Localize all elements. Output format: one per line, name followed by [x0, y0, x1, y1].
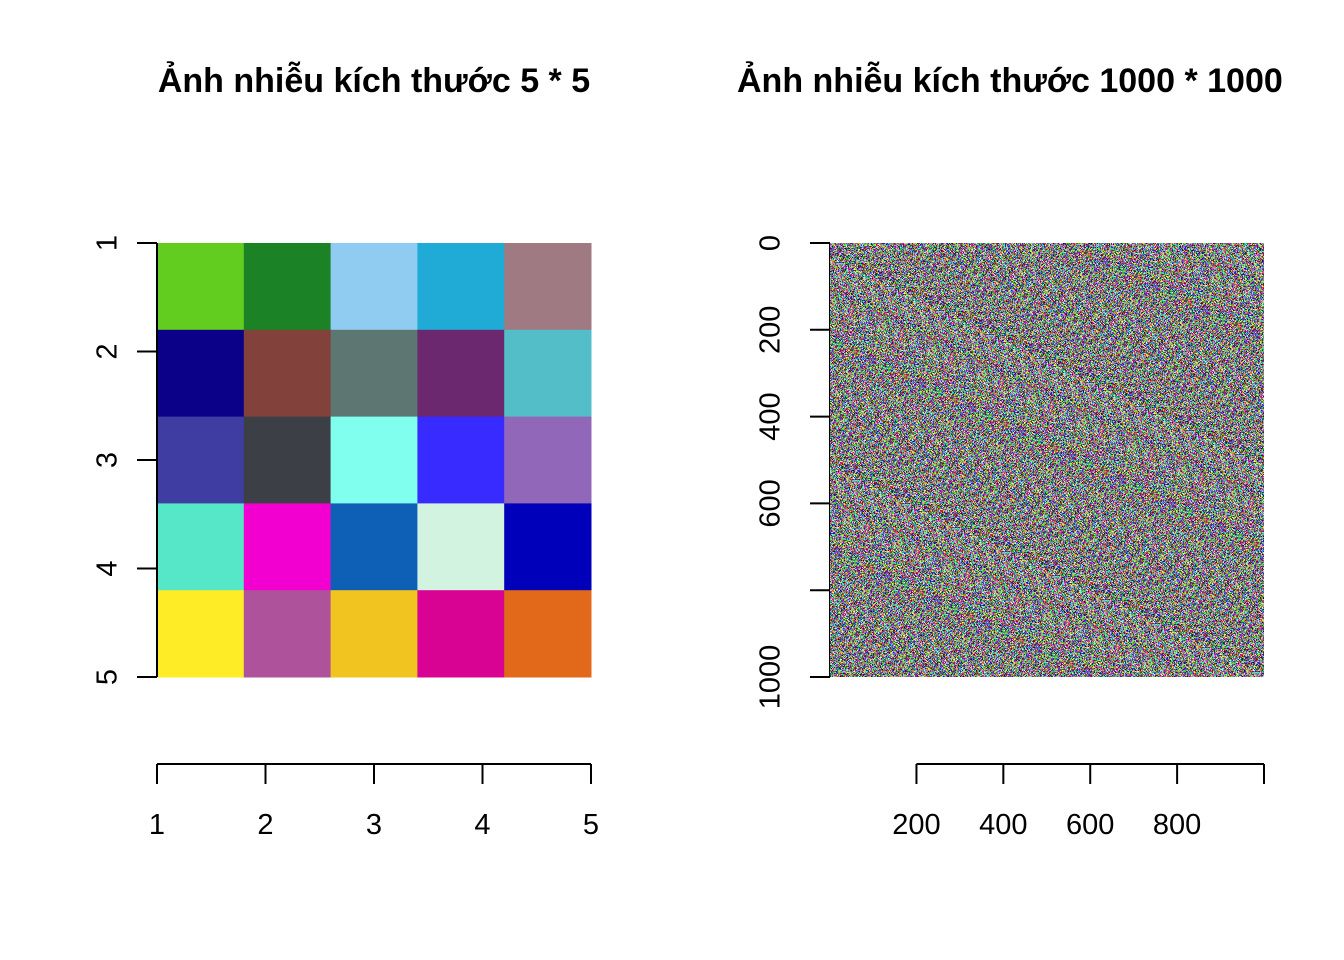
heatmap-cell	[417, 416, 505, 504]
y-tick-label: 2	[92, 343, 124, 359]
heatmap-cell	[243, 416, 332, 504]
heatmap-cell	[417, 243, 505, 331]
heatmap-cell	[504, 243, 592, 331]
heatmap-cell	[504, 329, 592, 418]
x-tick-label: 400	[979, 809, 1027, 841]
y-tick-label: 400	[755, 392, 787, 440]
small-noise-x-axis: 1 2 3 4 5	[149, 763, 599, 841]
heatmap-cell	[504, 590, 592, 678]
y-tick-label: 3	[92, 452, 124, 468]
y-tick-label: 4	[92, 560, 124, 576]
heatmap-cell	[243, 329, 332, 418]
heatmap-cell	[243, 590, 332, 678]
heatmap-cell	[157, 243, 245, 331]
x-tick-label: 4	[474, 809, 490, 841]
y-tick-label: 1000	[755, 645, 787, 710]
heatmap-cell	[330, 503, 418, 591]
heatmap-cell	[330, 329, 418, 418]
x-tick-label: 200	[892, 809, 940, 841]
x-tick-label: 5	[583, 809, 599, 841]
heatmap-cell	[157, 590, 245, 678]
small-noise-y-axis: 1 2 3 4 5	[92, 235, 158, 685]
y-tick-label: 0	[755, 235, 787, 251]
x-tick-label: 2	[257, 809, 273, 841]
small-noise-panel: Ảnh nhiễu kích thước 5 * 5 1 2 3 4 5 1 2 3 4 5	[92, 62, 599, 841]
y-tick-label: 5	[92, 669, 124, 685]
large-noise-x-axis: 200 400 600 800	[892, 763, 1265, 841]
heatmap-cell	[417, 590, 505, 678]
heatmap-cell	[330, 416, 418, 504]
heatmap-cell	[504, 416, 592, 504]
x-tick-label: 800	[1153, 809, 1201, 841]
heatmap-cell	[417, 329, 505, 418]
large-noise-title: Ảnh nhiễu kích thước 1000 * 1000	[737, 62, 1283, 100]
heatmap-cell	[157, 503, 245, 591]
heatmap-cell	[157, 416, 245, 504]
y-tick-label: 200	[755, 306, 787, 354]
x-tick-label: 1	[149, 809, 165, 841]
small-noise-grid	[157, 243, 592, 678]
heatmap-cell	[243, 503, 332, 591]
heatmap-cell	[330, 243, 418, 331]
y-tick-label: 1	[92, 235, 124, 251]
heatmap-cell	[330, 590, 418, 678]
heatmap-cell	[243, 243, 332, 331]
large-noise-image	[830, 243, 1264, 677]
x-tick-label: 600	[1066, 809, 1114, 841]
large-noise-y-axis: 0 200 400 600 1000	[755, 235, 831, 710]
small-noise-title: Ảnh nhiễu kích thước 5 * 5	[158, 62, 590, 100]
heatmap-cell	[417, 503, 505, 591]
heatmap-cell	[157, 329, 245, 418]
y-tick-label: 600	[755, 479, 787, 527]
large-noise-panel: Ảnh nhiễu kích thước 1000 * 1000 0 200 400…	[737, 62, 1283, 841]
heatmap-cell	[504, 503, 592, 591]
x-tick-label: 3	[366, 809, 382, 841]
